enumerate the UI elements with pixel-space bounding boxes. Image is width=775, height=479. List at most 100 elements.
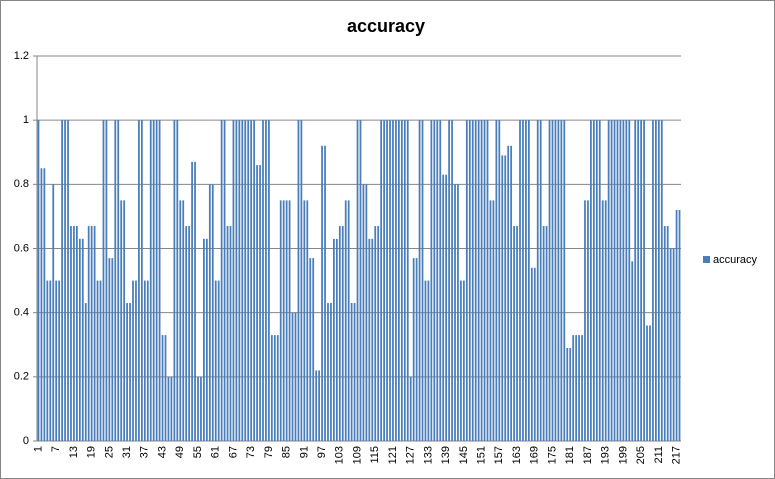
- bar: [471, 120, 474, 442]
- bar: [519, 120, 521, 442]
- bar: [374, 226, 377, 441]
- bar: [335, 238, 338, 441]
- bar: [436, 120, 439, 442]
- bar: [211, 184, 214, 442]
- y-tick-label: 0.4: [14, 307, 29, 319]
- bar: [188, 226, 191, 441]
- bar: [235, 120, 238, 442]
- bar: [129, 303, 131, 441]
- bar: [631, 261, 634, 441]
- bar: [306, 200, 309, 441]
- bar: [303, 200, 306, 441]
- bar: [132, 280, 134, 441]
- y-tick-label: 0.2: [14, 371, 29, 383]
- bar: [200, 376, 202, 441]
- bar: [525, 120, 527, 442]
- bar: [276, 335, 279, 441]
- bar: [309, 258, 312, 441]
- bar: [581, 335, 583, 441]
- bar: [368, 238, 371, 441]
- bar: [542, 226, 545, 441]
- x-tick-label: 115: [369, 446, 381, 464]
- bar: [377, 226, 380, 441]
- bar: [330, 303, 332, 441]
- x-tick-label: 169: [529, 446, 541, 464]
- x-tick-label: 145: [458, 446, 470, 464]
- bar: [409, 376, 412, 441]
- bar: [270, 335, 273, 441]
- bar: [530, 267, 533, 441]
- bar: [460, 280, 462, 441]
- bar: [37, 120, 40, 442]
- bar: [439, 120, 442, 442]
- bar: [389, 120, 391, 442]
- bar: [442, 174, 445, 442]
- bar: [197, 376, 199, 441]
- bar: [539, 120, 542, 442]
- bar: [140, 120, 143, 442]
- bar: [557, 120, 560, 442]
- bar: [486, 120, 489, 442]
- x-tick-label: 205: [635, 446, 647, 464]
- bar: [324, 145, 326, 442]
- bar: [495, 120, 498, 442]
- bar: [607, 120, 610, 442]
- bar: [288, 200, 291, 441]
- x-tick-label: 151: [476, 446, 488, 464]
- x-tick-label: 217: [670, 446, 682, 464]
- bar: [191, 161, 193, 441]
- bar: [256, 165, 258, 442]
- x-tick-label: 109: [351, 446, 363, 464]
- bar: [548, 120, 551, 442]
- bar: [474, 120, 477, 442]
- bar: [120, 200, 123, 441]
- bar: [566, 347, 569, 441]
- bar: [347, 200, 350, 441]
- bar: [421, 120, 424, 442]
- x-tick-label: 127: [405, 446, 417, 464]
- bar: [214, 280, 217, 441]
- bar: [84, 303, 87, 441]
- x-tick-label: 121: [387, 446, 399, 464]
- bar: [678, 210, 681, 441]
- bar: [598, 120, 601, 442]
- bar: [353, 303, 356, 441]
- bar: [592, 120, 595, 442]
- bar: [643, 120, 645, 442]
- bar: [58, 280, 61, 441]
- x-tick-label: 79: [263, 446, 275, 458]
- bar: [149, 120, 152, 442]
- bar: [96, 280, 99, 441]
- bar: [268, 120, 270, 442]
- bar: [223, 120, 226, 442]
- bar: [135, 280, 137, 441]
- bar: [229, 226, 232, 441]
- x-tick-label: 49: [174, 446, 186, 458]
- bar: [462, 280, 465, 441]
- bar: [575, 335, 578, 441]
- bar: [40, 168, 43, 441]
- bar: [344, 200, 347, 441]
- bar: [52, 184, 55, 442]
- bar: [516, 226, 518, 441]
- bar: [666, 226, 669, 441]
- bar: [649, 325, 651, 441]
- x-tick-label: 187: [582, 446, 594, 464]
- x-tick-label: 31: [121, 446, 133, 458]
- bar: [73, 226, 75, 441]
- bar: [312, 258, 315, 441]
- bar: [99, 280, 102, 441]
- bar: [397, 120, 400, 442]
- bar: [273, 335, 276, 441]
- bar: [291, 312, 294, 441]
- x-tick-label: 1: [32, 446, 44, 452]
- x-tick-label: 175: [546, 446, 558, 464]
- bar: [362, 184, 365, 442]
- bar: [315, 370, 318, 441]
- bar: [383, 120, 385, 442]
- bar: [477, 120, 480, 442]
- bar: [46, 280, 49, 441]
- bar: [489, 200, 492, 441]
- bar: [613, 120, 616, 442]
- bar: [395, 120, 397, 442]
